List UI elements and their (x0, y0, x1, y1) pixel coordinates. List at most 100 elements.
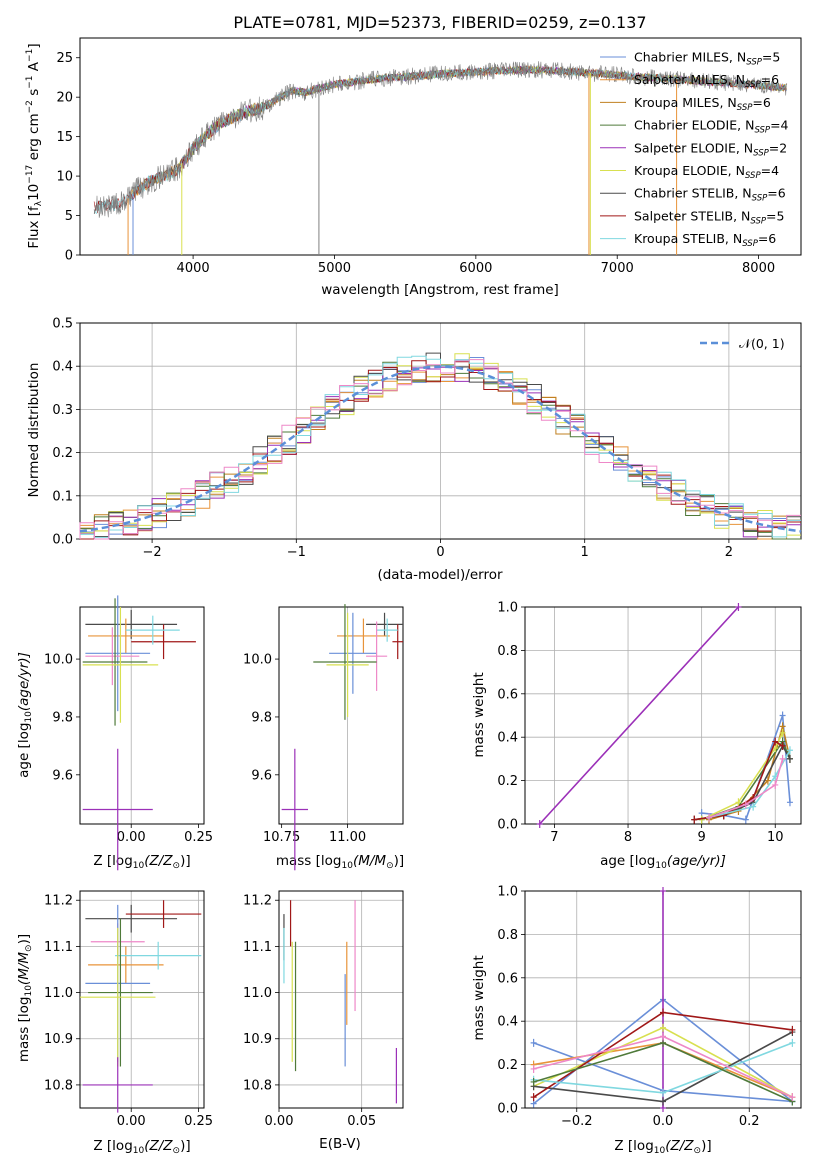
spectrum-ytick-label-4: 20 (56, 91, 73, 106)
residuals-ytick-label-4: 0.4 (52, 360, 73, 375)
massweight_vs_z-point-7-1 (660, 1088, 666, 1097)
age-z-ylabel: age [log10(age/yr)] (16, 652, 34, 778)
legend-label-6: Chabrier STELIB, NSSP=6 (634, 186, 786, 204)
massweight_vs_z-point-9-0 (530, 1064, 537, 1073)
residual-ylabel: Normed distribution (26, 363, 42, 498)
age-vs-metallicity-panel: Z [log10(Z/Z⊙)] age [log10(age/yr)] 0.00… (16, 595, 213, 871)
legend-label-2: Kroupa MILES, NSSP=6 (634, 95, 771, 113)
residuals-xtick-label-1: −1 (287, 545, 306, 560)
massweight_vs_z-xtick-label-1: 0.0 (653, 1114, 674, 1129)
massweight_vs_age-point-6-0 (691, 815, 698, 824)
mass_vs_ebv-ytick-label-4: 11.2 (243, 894, 272, 909)
age_vs_mass-xtick-label-0: 10.75 (263, 830, 300, 845)
massweight_vs_age-ytick-label-5: 1.0 (497, 601, 518, 616)
massweight-vs-age-panel: age [log10(age/yr)] mass weight 7 8 9 10 0.0… (471, 601, 802, 871)
age_vs_z-ytick-label-1: 9.8 (52, 710, 73, 725)
spectrum-xtick-label-2: 6000 (459, 261, 492, 276)
massweight_vs_age-point-5-4 (786, 754, 793, 763)
residuals-ytick-label-5: 0.5 (52, 317, 73, 332)
mass-vs-metallicity-panel: Z [log10(Z/Z⊙)] mass [log10(M/M⊙)] 0.00 0… (16, 890, 213, 1156)
mass_vs_z-ytick-label-2: 11.0 (44, 986, 73, 1001)
mass-ebv-xlabel: E(B-V) (319, 1136, 361, 1152)
age_vs_mass-ytick-label-2: 10.0 (243, 653, 272, 668)
residuals-ytick-label-0: 0.0 (52, 533, 73, 548)
spectrum-ytick-label-2: 10 (56, 170, 73, 185)
age_vs_z-xtick-label-1: 0.25 (184, 830, 213, 845)
mass_vs_ebv-ytick-label-3: 11.1 (243, 940, 272, 955)
massweight_vs_z-point-9-1 (660, 1032, 666, 1041)
spectrum-frame (79, 37, 802, 256)
massweight_vs_age-point-2-2 (764, 776, 771, 785)
mass_vs_z-ytick-label-4: 11.2 (44, 894, 73, 909)
massweight_vs_age-point-4-3 (779, 728, 786, 737)
age_vs_z-ytick-label-0: 9.6 (52, 768, 73, 783)
residual-histogram-8 (79, 355, 801, 539)
spectrum-xlabel: wavelength [Angstrom, rest frame] (321, 282, 559, 298)
mass_vs_z-xtick-label-0: 0.00 (117, 1114, 146, 1129)
massweight_vs_age-point-1-2 (742, 815, 749, 824)
massweight_vs_age-point-1-4 (786, 798, 793, 807)
spectrum-ytick-label-0: 0 (65, 249, 73, 264)
massweight_vs_age-point-1-3 (779, 711, 786, 720)
massweight_vs_age-series-4 (701, 732, 784, 821)
age_vs_z-ytick-label-2: 10.0 (44, 653, 73, 668)
spectrum-ytick-label-1: 5 (65, 209, 73, 224)
massweight_vs_z-point-5-1 (660, 1097, 666, 1106)
mass_vs_ebv-frame (278, 890, 404, 1109)
residuals-ytick-label-2: 0.2 (52, 446, 73, 461)
massweight-vs-metallicity-panel: Z [log10(Z/Z⊙)] mass weight −0.2 0.0 0.2 0.… (471, 885, 802, 1156)
massweight_vs_z-point-9-2 (789, 1093, 796, 1102)
age_vs_mass-ytick-label-1: 9.8 (251, 710, 272, 725)
mass_vs_z-frame (79, 890, 205, 1109)
massweight_vs_age-point-8-2 (772, 780, 779, 789)
massweight_vs_z-point-6-0 (530, 1093, 537, 1102)
massweight_vs_age-point-8-1 (742, 800, 749, 809)
mass_vs_ebv-ytick-label-1: 10.9 (243, 1032, 272, 1047)
figure-title: PLATE=0781, MJD=52373, FIBERID=0259, z=0… (233, 13, 646, 32)
massweight_vs_z-ytick-label-1: 0.2 (497, 1058, 518, 1073)
age-mass-xlabel: mass [log10(M/M⊙)] (276, 853, 404, 871)
massweight_vs_age-ytick-label-2: 0.4 (497, 731, 518, 746)
mass-vs-ebv-panel: E(B-V) 0.00 0.05 10.8 10.9 11.0 11.1 11.2 (243, 890, 404, 1152)
age_vs_z-frame (79, 606, 205, 825)
mass_vs_ebv-xtick-label-1: 0.05 (347, 1114, 376, 1129)
massweight_vs_z-ytick-label-3: 0.6 (497, 971, 518, 986)
massweight_vs_z-point-7-2 (789, 1038, 796, 1047)
spectrum-xtick-label-4: 8000 (742, 261, 775, 276)
legend-label-3: Chabrier ELODIE, NSSP=4 (634, 118, 789, 136)
residuals-xtick-label-3: 1 (581, 545, 589, 560)
massweight_vs_z-xtick-label-2: 0.2 (739, 1114, 760, 1129)
massweight_vs_age-point-7-3 (786, 746, 793, 755)
gaussian-curve (79, 365, 802, 533)
gaussian-legend-label: 𝒩(0, 1) (739, 336, 785, 351)
mass-z-ylabel: mass [log10(M/M⊙)] (16, 934, 34, 1062)
massweight_vs_age-ytick-label-3: 0.6 (497, 687, 518, 702)
age_vs_mass-frame (278, 606, 404, 825)
age_vs_z-xtick-label-0: 0.00 (117, 830, 146, 845)
residuals-ytick-label-3: 0.3 (52, 403, 73, 418)
massweight_vs_age-point-4-1 (735, 798, 742, 807)
residual-histogram-panel: (data-model)/error Normed distribution −… (26, 317, 802, 583)
mw-age-xlabel: age [log10(age/yr)] (600, 853, 726, 871)
massweight_vs_z-point-8-0 (530, 1077, 537, 1086)
mass_vs_z-xtick-label-1: 0.25 (184, 1114, 213, 1129)
massweight_vs_z-point-6-2 (789, 1025, 796, 1034)
mass_vs_z-ytick-label-0: 10.8 (44, 1078, 73, 1093)
massweight_vs_z-point-6-1 (660, 1008, 666, 1017)
residuals-xtick-label-0: −2 (143, 545, 162, 560)
massweight_vs_age-series-8 (708, 758, 784, 819)
massweight_vs_age-ytick-label-4: 0.8 (497, 644, 518, 659)
residual-xlabel: (data-model)/error (377, 567, 503, 583)
massweight_vs_age-series-0 (539, 606, 739, 825)
massweight_vs_z-ytick-label-0: 0.0 (497, 1102, 518, 1117)
massweight_vs_z-ytick-label-5: 1.0 (497, 885, 518, 900)
massweight_vs_z-point-4-1 (660, 1023, 666, 1032)
spectrum-ylabel: Flux [fλ10−17 erg cm−2 s−1 A−1] (25, 43, 44, 248)
legend-label-1: Salpeter MILES, NSSP=6 (634, 72, 779, 90)
spectrum-ytick-label-3: 15 (56, 130, 73, 145)
residuals-xtick-label-4: 2 (725, 545, 733, 560)
mass-z-xlabel: Z [log10(Z/Z⊙)] (93, 1138, 190, 1156)
massweight_vs_age-xtick-label-0: 7 (550, 830, 558, 845)
massweight_vs_age-point-6-4 (779, 741, 786, 750)
